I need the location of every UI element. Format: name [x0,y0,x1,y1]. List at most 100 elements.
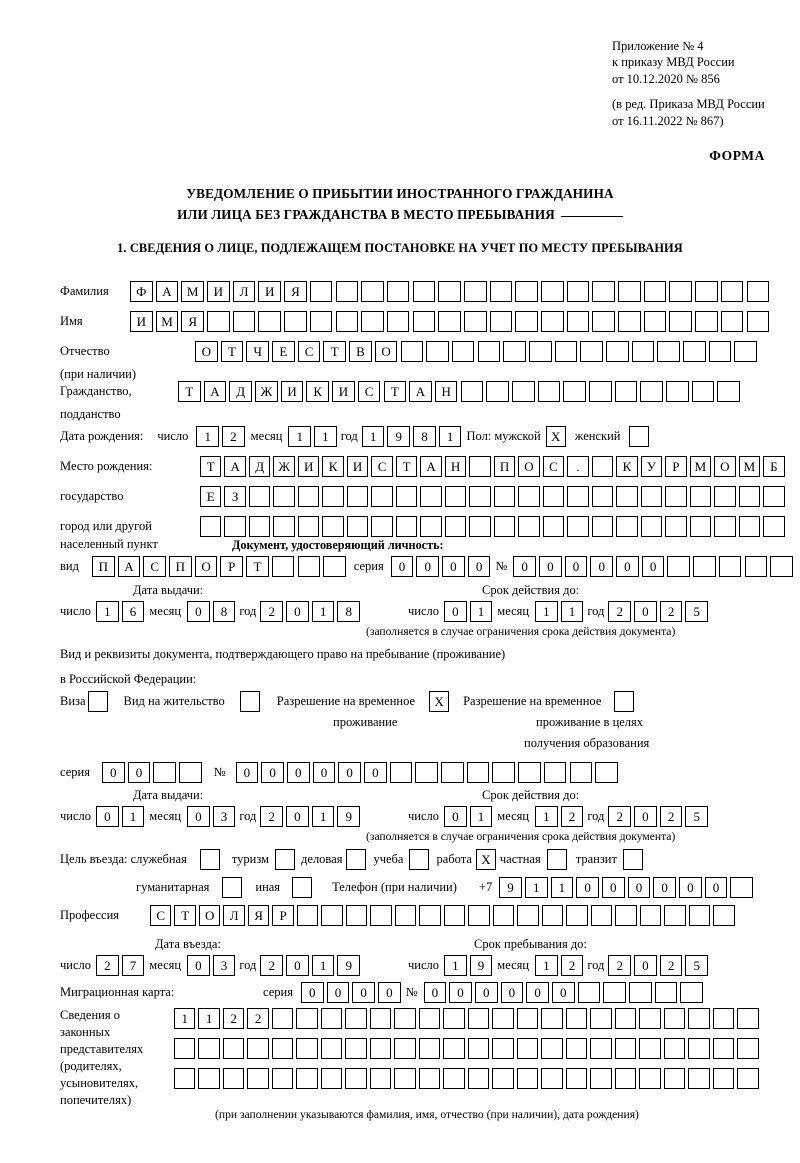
char-cell[interactable] [528,341,552,362]
char-cell[interactable] [592,281,615,302]
char-cell[interactable]: 2 [96,955,119,976]
char-cell[interactable] [468,905,490,926]
char-cell[interactable]: 2 [608,601,632,622]
char-cell[interactable]: 0 [300,982,324,1003]
char-cell[interactable] [451,341,475,362]
char-cell[interactable]: М [155,311,179,332]
char-cell[interactable] [345,1068,367,1089]
char-cell[interactable] [543,762,567,783]
char-cell[interactable]: 0 [444,601,467,622]
char-cell[interactable] [643,281,667,302]
char-cell[interactable] [467,1068,490,1089]
char-cell[interactable] [669,311,693,332]
char-cell[interactable]: 5 [685,601,709,622]
char-cell[interactable] [665,486,687,507]
char-cell[interactable] [666,381,689,402]
char-cell[interactable] [516,1038,539,1059]
char-cell[interactable] [614,1008,637,1029]
char-cell[interactable] [541,1038,563,1059]
char-cell[interactable] [565,1008,588,1029]
purpose-transit-checkbox[interactable] [622,849,643,870]
char-cell[interactable] [537,381,561,402]
char-cell[interactable]: В [349,341,372,362]
char-cell[interactable]: 0 [352,982,375,1003]
char-cell[interactable] [418,1038,441,1059]
char-cell[interactable]: 0 [187,601,210,622]
char-cell[interactable]: . [567,456,589,477]
char-cell[interactable]: 0 [235,762,259,783]
char-cell[interactable] [665,516,687,537]
char-cell[interactable] [297,516,320,537]
char-cell[interactable] [371,516,393,537]
char-cell[interactable] [394,905,417,926]
char-cell[interactable]: 0 [704,877,728,898]
char-cell[interactable]: 9 [337,806,361,827]
char-cell[interactable]: 0 [286,806,309,827]
char-cell[interactable]: 7 [121,955,145,976]
char-cell[interactable]: 5 [685,806,709,827]
char-cell[interactable]: 9 [469,955,493,976]
char-cell[interactable] [386,311,410,332]
char-cell[interactable] [415,762,438,783]
char-cell[interactable] [688,1068,710,1089]
char-cell[interactable] [224,516,246,537]
char-cell[interactable] [629,982,652,1003]
char-cell[interactable]: Е [272,341,295,362]
char-cell[interactable] [297,486,320,507]
char-cell[interactable]: К [616,456,638,477]
char-cell[interactable] [718,556,742,577]
char-cell[interactable] [614,1068,637,1089]
char-cell[interactable] [590,1038,612,1059]
char-cell[interactable]: 0 [127,762,151,783]
char-cell[interactable] [640,381,663,402]
char-cell[interactable]: 0 [526,982,549,1003]
char-cell[interactable]: 0 [627,877,651,898]
char-cell[interactable] [516,1008,539,1029]
char-cell[interactable]: Н [444,456,467,477]
char-cell[interactable] [695,311,718,332]
char-cell[interactable]: 0 [187,806,210,827]
char-cell[interactable]: 2 [247,1008,269,1029]
char-cell[interactable] [657,341,680,362]
char-cell[interactable]: 0 [338,762,361,783]
char-cell[interactable] [746,311,770,332]
legal-rep-cells-2[interactable] [174,1038,759,1059]
char-cell[interactable]: 0 [442,556,465,577]
char-cell[interactable] [730,877,753,898]
char-cell[interactable] [463,281,487,302]
legal-rep-cells-3[interactable] [174,1068,759,1089]
char-cell[interactable]: М [181,281,204,302]
char-cell[interactable] [580,341,603,362]
char-cell[interactable]: П [92,556,115,577]
char-cell[interactable] [200,516,222,537]
char-cell[interactable] [247,1038,269,1059]
char-cell[interactable] [541,281,564,302]
char-cell[interactable] [569,762,593,783]
char-cell[interactable] [198,1038,220,1059]
char-cell[interactable]: 0 [378,982,401,1003]
char-cell[interactable]: Ж [273,456,295,477]
char-cell[interactable] [640,516,663,537]
char-cell[interactable] [590,905,613,926]
char-cell[interactable] [284,311,307,332]
char-cell[interactable] [420,516,442,537]
char-cell[interactable] [271,1008,294,1029]
char-cell[interactable] [744,556,768,577]
char-cell[interactable]: 0 [187,955,210,976]
char-cell[interactable] [691,381,715,402]
char-cell[interactable] [394,1068,416,1089]
char-cell[interactable]: 0 [96,806,119,827]
char-cell[interactable] [643,311,667,332]
purpose-work-checkbox[interactable]: X [475,849,496,870]
char-cell[interactable] [631,341,655,362]
char-cell[interactable] [174,1038,196,1059]
char-cell[interactable]: С [143,556,166,577]
char-cell[interactable] [323,556,346,577]
char-cell[interactable] [720,281,744,302]
char-cell[interactable] [511,381,535,402]
